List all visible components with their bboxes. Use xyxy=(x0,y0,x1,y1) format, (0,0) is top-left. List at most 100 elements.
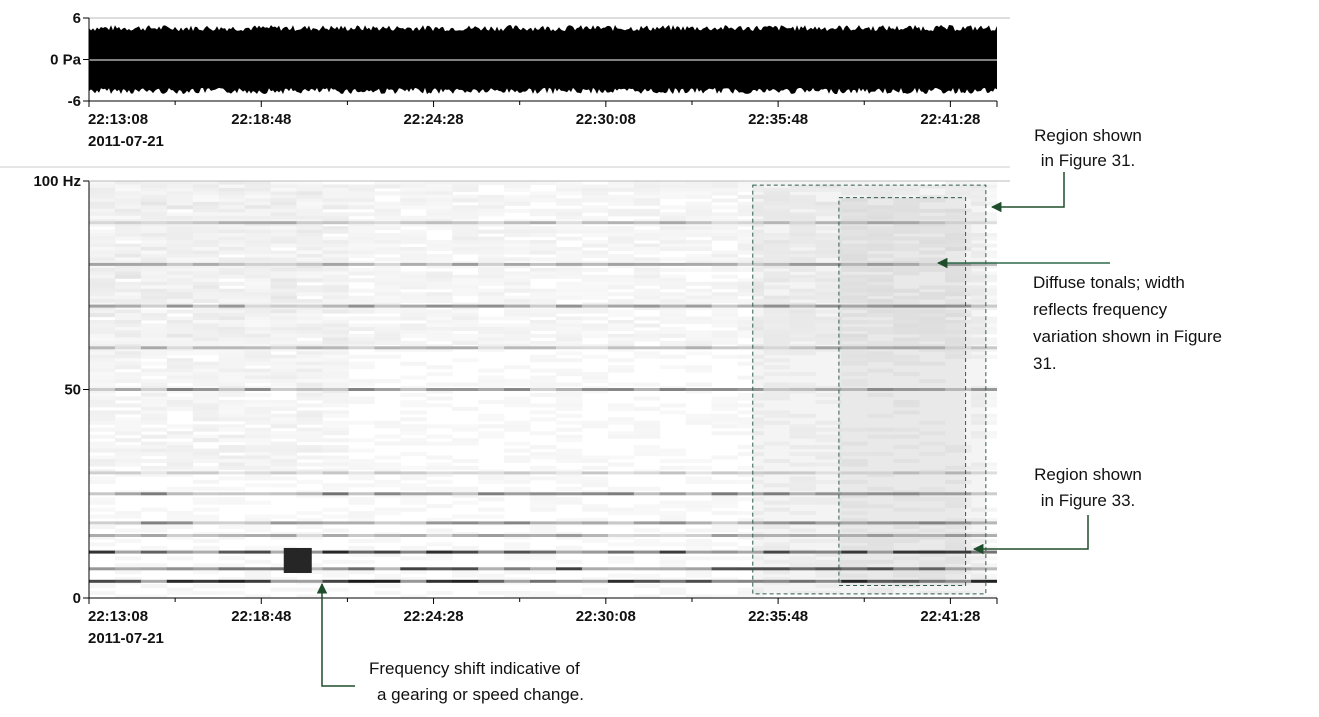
spectrogram-cell xyxy=(296,264,323,269)
spectrogram-cell xyxy=(919,507,946,512)
spectrogram-cell xyxy=(452,459,479,463)
spectrogram-cell xyxy=(867,274,894,279)
spectrogram-cell xyxy=(867,205,894,210)
spectrogram-cell xyxy=(945,299,972,304)
spectrogram-cell xyxy=(841,267,868,272)
waveform-x-tick-label: 22:35:48 xyxy=(748,111,808,128)
spectrogram-cell xyxy=(711,222,738,227)
spectrogram-cell xyxy=(815,247,842,251)
spectrogram-x-axis: 22:13:08 22:18:48 22:24:28 22:30:08 22:35:48… xyxy=(88,598,998,647)
spectrogram-cell xyxy=(114,236,142,241)
spectrogram-cell xyxy=(530,313,557,318)
spectrogram-cell xyxy=(893,226,920,231)
spectrogram-cell xyxy=(218,247,246,251)
spectrogram-cell xyxy=(426,365,453,370)
spectrogram-cell xyxy=(140,368,168,373)
spectrogram-cell xyxy=(270,424,297,429)
tonal-band-segment xyxy=(867,221,894,225)
spectrogram-cell xyxy=(763,413,790,418)
spectrogram-cell xyxy=(478,316,505,321)
spectrogram-cell xyxy=(400,340,427,345)
spectrogram-cell xyxy=(971,250,997,255)
spectrogram-cell xyxy=(763,333,790,338)
spectrogram-cell xyxy=(244,330,272,335)
spectrogram-cell xyxy=(841,563,868,568)
spectrogram-cell xyxy=(348,233,375,238)
spectrogram-cell xyxy=(452,337,479,342)
spectrogram-cell xyxy=(270,194,297,199)
spectrogram-cell xyxy=(841,243,868,248)
spectrogram-cell xyxy=(166,201,194,206)
spectrogram-cell xyxy=(737,327,764,331)
tonal-band-segment xyxy=(478,471,505,475)
waveform-y-axis: 60 Pa-6 xyxy=(50,10,89,110)
spectrogram-cell xyxy=(270,340,297,345)
spectrogram-cell xyxy=(685,306,713,311)
spectrogram-cell xyxy=(426,337,453,342)
spectrogram-cell xyxy=(581,240,609,245)
spectrogram-cell xyxy=(244,274,272,279)
spectrogram-cell xyxy=(841,306,868,311)
tonal-band-segment xyxy=(348,534,375,537)
tonal-band-segment xyxy=(426,388,453,391)
spectrogram-cell xyxy=(296,361,323,366)
spectrogram-cell xyxy=(218,337,246,342)
spectrogram-cell xyxy=(711,333,738,338)
spectrogram-cell xyxy=(633,382,661,387)
spectrogram-cell xyxy=(659,274,687,279)
spectrogram-cell xyxy=(530,594,557,598)
spectrogram-cell xyxy=(89,212,116,217)
spectrogram-cell xyxy=(530,403,557,408)
spectrogram-cell xyxy=(659,465,687,470)
spectrogram-cell xyxy=(140,472,168,477)
spectrogram-cell xyxy=(504,337,531,342)
spectrogram-cell xyxy=(218,417,246,422)
spectrogram-cell xyxy=(659,320,687,324)
spectrogram-cell xyxy=(322,424,349,429)
spectrogram-cell xyxy=(296,393,323,397)
spectrogram-cell xyxy=(841,528,868,533)
spectrogram-cell xyxy=(685,413,713,418)
spectrogram-cell xyxy=(374,584,401,589)
spectrogram-cell xyxy=(296,236,323,241)
spectrogram-cell xyxy=(841,382,868,387)
region-figure-31 xyxy=(752,184,987,595)
spectrogram-cell xyxy=(971,295,997,300)
spectrogram-cell xyxy=(192,247,220,251)
tonal-band-segment xyxy=(140,262,168,266)
spectrogram-cell xyxy=(114,187,142,192)
tonal-band-segment xyxy=(581,221,609,225)
spectrogram-cell xyxy=(607,226,635,231)
spectrogram-cell xyxy=(737,354,764,359)
spectrogram-cell xyxy=(426,327,453,331)
spectrogram-cell xyxy=(815,274,842,279)
spectrogram-cell xyxy=(581,327,609,331)
spectrogram-cell xyxy=(426,556,453,561)
spectrogram-cell xyxy=(244,215,272,220)
spectrogram-cell xyxy=(633,271,661,276)
spectrogram-cell xyxy=(400,507,427,512)
spectrogram-cell xyxy=(633,247,661,251)
spectrogram-cell xyxy=(89,240,116,245)
spectrogram-cell xyxy=(244,281,272,286)
spectrogram-cell xyxy=(374,299,401,304)
spectrogram-cell xyxy=(400,472,427,477)
spectrogram-cell xyxy=(815,288,842,293)
spectrogram-cell xyxy=(711,577,738,582)
spectrogram-cell xyxy=(166,292,194,297)
spectrogram-cell xyxy=(192,545,220,550)
spectrogram-cell xyxy=(89,434,116,439)
tonal-band-segment xyxy=(348,388,375,391)
spectrogram-cell xyxy=(244,337,272,342)
spectrogram-cell xyxy=(218,455,246,460)
spectrogram-cell xyxy=(296,340,323,345)
spectrogram-cell xyxy=(711,320,738,324)
spectrogram-cell xyxy=(140,584,168,589)
spectrogram-cell xyxy=(296,201,323,206)
spectrogram-cell xyxy=(89,309,116,314)
spectrogram-cell xyxy=(218,271,246,276)
spectrogram-cell xyxy=(478,347,505,352)
spectrogram-cell xyxy=(452,306,479,311)
spectrogram-cell xyxy=(556,382,583,387)
spectrogram-cell xyxy=(504,208,531,213)
